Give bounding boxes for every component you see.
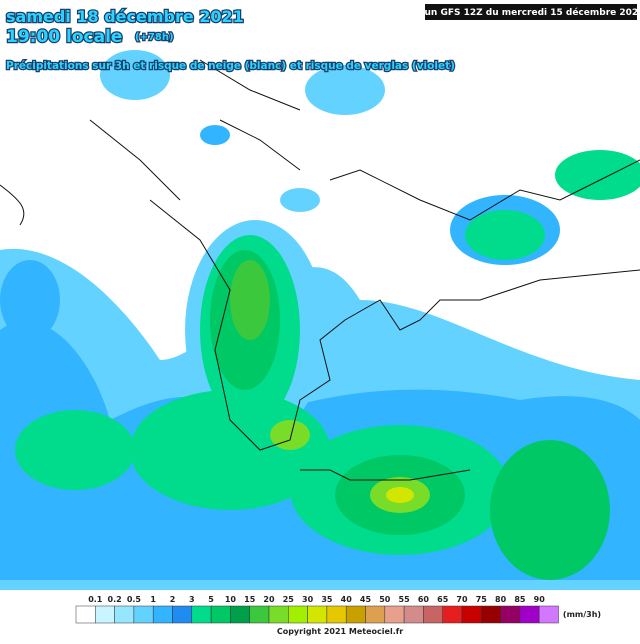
legend-label: 60 — [418, 595, 430, 604]
legend-swatch — [268, 605, 289, 624]
legend-label: 1 — [150, 595, 156, 604]
legend-swatch — [75, 605, 96, 624]
lead-time: (+78h) — [135, 32, 174, 43]
subtitle: Précipitations sur 3h et risque de neige… — [6, 60, 455, 72]
legend-label: 5 — [208, 595, 214, 604]
legend-swatch — [152, 605, 173, 624]
legend-label: 0.2 — [108, 595, 122, 604]
legend-label: 25 — [283, 595, 295, 604]
legend-label: 55 — [399, 595, 411, 604]
run-box — [425, 4, 637, 20]
legend-label: 35 — [321, 595, 333, 604]
legend-label: 40 — [341, 595, 353, 604]
legend-label: 45 — [360, 595, 372, 604]
legend-label: 80 — [495, 595, 507, 604]
legend-label: 15 — [244, 595, 256, 604]
legend-swatch — [384, 605, 405, 624]
legend-label: 70 — [456, 595, 468, 604]
legend-swatch — [345, 605, 366, 624]
run-info: Run GFS 12Z du mercredi 15 décembre 2021 — [418, 7, 640, 18]
legend-label: 50 — [379, 595, 391, 604]
legend-label: 90 — [534, 595, 546, 604]
legend-swatch — [114, 605, 135, 624]
legend-swatch — [538, 605, 559, 624]
precipitation — [0, 50, 640, 600]
date: samedi 18 décembre 2021 — [6, 7, 244, 26]
legend-label: 3 — [189, 595, 195, 604]
legend-label: 65 — [437, 595, 449, 604]
legend-label: 2 — [170, 595, 176, 604]
legend-unit: (mm/3h) — [563, 610, 601, 619]
legend-label: 85 — [514, 595, 526, 604]
legend-swatch — [230, 605, 250, 624]
legend-swatch — [423, 605, 443, 624]
legend-swatch — [442, 605, 463, 624]
legend-swatch — [249, 605, 270, 624]
coastlines — [0, 59, 640, 481]
legend-swatch — [307, 605, 328, 624]
legend-swatch — [519, 605, 540, 624]
legend-label: 20 — [263, 595, 275, 604]
legend-swatch — [95, 605, 115, 624]
legend-swatch — [133, 605, 154, 624]
copyright: Copyright 2021 Meteociel.fr — [277, 627, 403, 636]
legend-label: 30 — [302, 595, 314, 604]
legend-swatch — [191, 605, 212, 624]
legend-swatch — [172, 605, 193, 624]
legend-swatch — [365, 605, 386, 624]
legend-swatch — [403, 605, 424, 624]
legend-swatch — [481, 605, 501, 624]
time: 19:00 locale — [6, 27, 122, 47]
legend-swatch — [326, 605, 347, 624]
legend-swatch — [461, 605, 482, 624]
legend-label: 0.5 — [127, 595, 142, 604]
legend: 0.1 0.2 0.5 1 2 3 5 10 15 20 25 30 35 40 45 50 55 60 65 70 7… — [75, 595, 559, 624]
legend-swatch — [210, 605, 231, 624]
legend-swatch — [500, 605, 521, 624]
legend-swatch — [288, 605, 308, 624]
legend-label: 75 — [476, 595, 488, 604]
legend-label: 10 — [225, 595, 237, 604]
legend-label: 0.1 — [88, 595, 103, 604]
